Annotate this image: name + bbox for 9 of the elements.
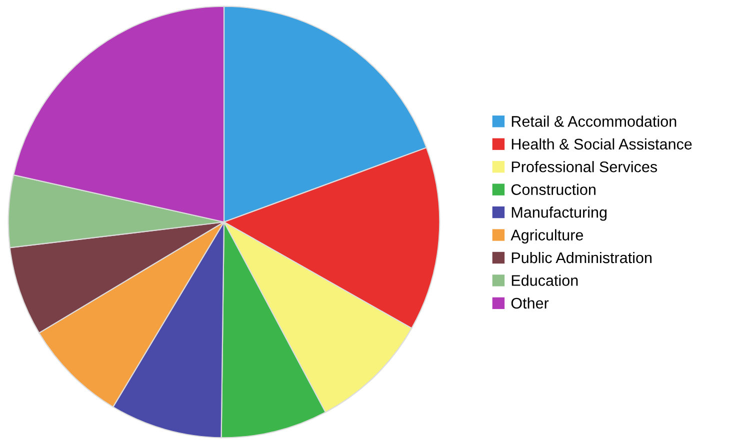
legend-label: Professional Services bbox=[512, 161, 658, 172]
legend-label: Other bbox=[511, 297, 549, 309]
legend-label: Education bbox=[512, 274, 578, 286]
legend-label: Public Administration bbox=[512, 252, 652, 264]
legend-label: Retail & Accommodation bbox=[512, 116, 676, 127]
legend-label: Agriculture bbox=[510, 229, 584, 244]
legend-label: Construction bbox=[511, 184, 596, 196]
legend-label: Manufacturing bbox=[512, 206, 607, 221]
legend-label: Health & Social Assistance bbox=[512, 138, 692, 150]
